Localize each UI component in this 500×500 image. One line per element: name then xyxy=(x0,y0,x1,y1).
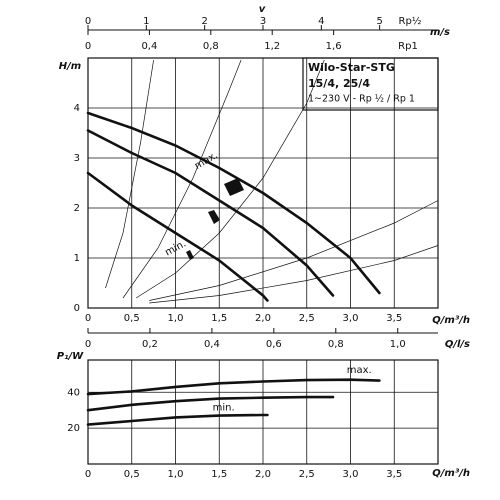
x-tick-label: 3,0 xyxy=(343,313,359,324)
curve xyxy=(86,378,381,396)
x-tick-label: 3,5 xyxy=(386,313,402,324)
tick-label: 0 xyxy=(85,339,91,350)
tick-label: 1,2 xyxy=(264,41,280,52)
tick-label: 1,6 xyxy=(326,41,342,52)
tick-label: 0,8 xyxy=(203,41,219,52)
x-tick-label: 2,5 xyxy=(299,313,315,324)
curve xyxy=(86,171,269,302)
x-tick-label: 0,5 xyxy=(124,313,140,324)
system-curve xyxy=(149,200,439,301)
x-tick-label: 0 xyxy=(85,469,91,480)
axis-title: Q/l/s xyxy=(445,339,470,350)
tick-label: 0,4 xyxy=(204,339,220,350)
series-label: min. xyxy=(213,403,235,414)
curve xyxy=(86,413,269,426)
tick-label: 5 xyxy=(376,16,382,27)
system-curve xyxy=(149,245,439,304)
marker xyxy=(208,210,220,224)
y-tick-label: 4 xyxy=(74,103,80,114)
y-tick-label: 1 xyxy=(74,253,80,264)
y-tick-label: 20 xyxy=(67,423,80,434)
tick-label: 0,6 xyxy=(266,339,282,350)
x-tick-label: 2,0 xyxy=(255,313,271,324)
tick-label: 0,2 xyxy=(142,339,158,350)
x-tick-label: 3,5 xyxy=(386,469,402,480)
pipe-label: Rp1 xyxy=(398,41,418,52)
y-tick-label: 2 xyxy=(74,203,80,214)
x-tick-label: 0 xyxy=(85,313,91,324)
y-axis-title: H/m xyxy=(59,61,81,72)
y-tick-label: 3 xyxy=(74,153,80,164)
y-axis-title: P₁/W xyxy=(57,351,84,362)
marker xyxy=(224,178,244,196)
x-axis-title: Q/m³/h xyxy=(432,468,470,479)
x-tick-label: 1,5 xyxy=(211,313,227,324)
x-tick-label: 1,0 xyxy=(168,469,184,480)
tick-label: 0 xyxy=(85,16,91,27)
tick-label: 4 xyxy=(318,16,324,27)
series-label: max. xyxy=(347,365,372,376)
curve xyxy=(86,111,381,295)
axis-unit: m/s xyxy=(430,27,450,38)
curve xyxy=(86,395,335,412)
tick-label: 0,4 xyxy=(141,41,157,52)
y-tick-label: 0 xyxy=(74,303,80,314)
tick-label: 1,0 xyxy=(390,339,406,350)
info-box xyxy=(302,57,439,111)
chart-note: 1~230 V - Rp ½ / Rp 1 xyxy=(308,94,415,105)
x-tick-label: 1,5 xyxy=(211,469,227,480)
chart-subtitle: 15/4, 25/4 xyxy=(308,77,370,90)
x-tick-label: 2,5 xyxy=(299,469,315,480)
curve xyxy=(86,129,335,297)
x-tick-label: 3,0 xyxy=(343,469,359,480)
tick-label: 0 xyxy=(85,41,91,52)
x-tick-label: 0,5 xyxy=(124,469,140,480)
chart-title: Wilo-Star-STG xyxy=(308,61,395,74)
system-curve xyxy=(105,59,154,289)
y-tick-label: 40 xyxy=(67,387,80,398)
axis-title: v xyxy=(259,4,266,15)
tick-label: 2 xyxy=(201,16,207,27)
tick-label: 1 xyxy=(143,16,149,27)
system-curve xyxy=(122,59,242,299)
x-tick-label: 2,0 xyxy=(255,469,271,480)
system-curve xyxy=(135,59,325,299)
x-axis-title: Q/m³/h xyxy=(432,315,470,326)
pipe-label: Rp½ xyxy=(399,15,422,27)
tick-label: 0,8 xyxy=(328,339,344,350)
tick-label: 3 xyxy=(260,16,266,27)
x-tick-label: 1,0 xyxy=(168,313,184,324)
